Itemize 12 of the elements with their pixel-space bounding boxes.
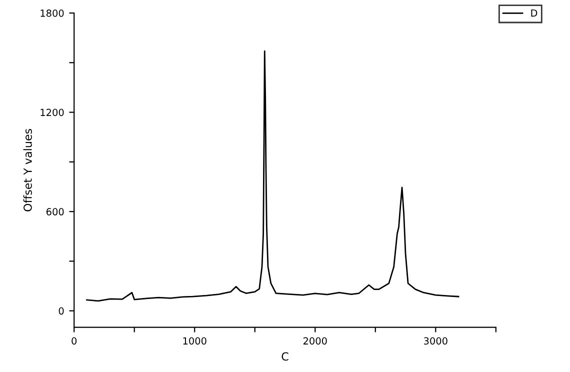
x-tick-label: 1000 xyxy=(183,337,206,345)
x-tick-label: 0 xyxy=(72,337,77,345)
x-axis-title: C xyxy=(282,352,288,361)
y-tick-label: 600 xyxy=(46,208,64,216)
legend-label: D xyxy=(531,9,538,17)
y-axis-title: Offset Y values xyxy=(23,128,32,212)
y-tick-label: 1200 xyxy=(40,108,64,116)
x-tick-label: 2000 xyxy=(303,337,327,345)
y-tick-label: 1800 xyxy=(40,10,64,17)
y-tick-label: 0 xyxy=(58,307,64,315)
x-tick-label: 3000 xyxy=(424,337,448,345)
line-series xyxy=(86,50,460,302)
